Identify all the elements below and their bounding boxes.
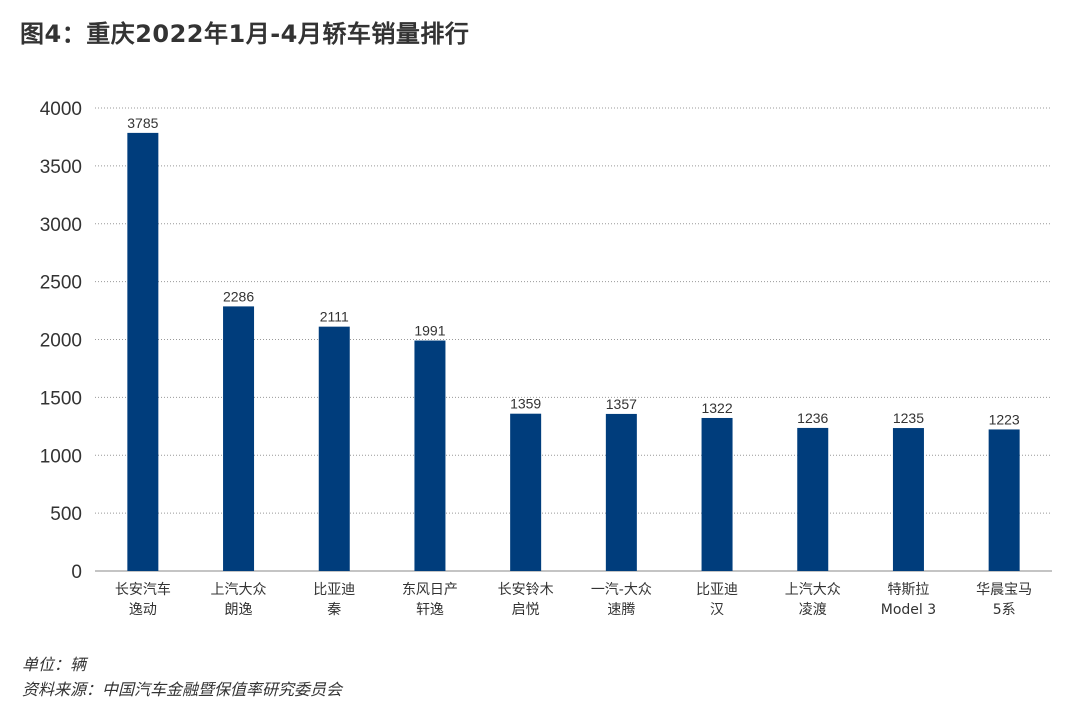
x-category-label: 长安铃木 bbox=[498, 582, 554, 598]
x-category-label: 轩逸 bbox=[416, 602, 444, 618]
x-category-label: 启悦 bbox=[512, 602, 540, 618]
bar-value-label: 1235 bbox=[893, 410, 924, 426]
x-category-label: 特斯拉 bbox=[887, 582, 929, 598]
bar-value-label: 1359 bbox=[510, 396, 541, 412]
y-tick-label: 4000 bbox=[40, 99, 82, 120]
bar bbox=[510, 413, 542, 571]
gridlines bbox=[95, 107, 1052, 572]
x-category-label: 逸动 bbox=[129, 602, 157, 618]
bar-value-label: 1223 bbox=[989, 411, 1020, 427]
bar-chart: 0 500 1000 1500 2000 2500 3000 3500 4000 3785 228… bbox=[40, 99, 1052, 618]
bar-value-label: 1322 bbox=[701, 400, 732, 416]
value-labels: 3785 2286 2111 1991 1359 1357 1322 1236 1235 1223 bbox=[127, 115, 1020, 428]
bar-value-label: 2286 bbox=[223, 288, 254, 304]
x-category-label: 东风日产 bbox=[402, 582, 458, 598]
bar-value-label: 1236 bbox=[797, 410, 828, 426]
x-category-label: 上汽大众 bbox=[211, 582, 267, 598]
x-category-label: 朗逸 bbox=[225, 602, 253, 618]
y-axis-ticks: 0 500 1000 1500 2000 2500 3000 3500 4000 bbox=[40, 99, 82, 583]
y-tick-label: 500 bbox=[50, 504, 82, 525]
x-category-label: 5系 bbox=[993, 602, 1016, 618]
x-category-label: 凌渡 bbox=[799, 602, 827, 618]
x-category-label: Model 3 bbox=[881, 602, 936, 618]
y-tick-label: 2000 bbox=[40, 331, 82, 352]
y-tick-label: 3500 bbox=[40, 157, 82, 178]
y-tick-label: 3000 bbox=[40, 215, 82, 236]
y-tick-label: 1000 bbox=[40, 446, 82, 467]
source-note: 资料来源：中国汽车金融暨保值率研究委员会 bbox=[22, 680, 343, 699]
unit-note: 单位：辆 bbox=[22, 655, 87, 674]
bars bbox=[127, 132, 1020, 572]
bar-value-label: 1991 bbox=[414, 323, 445, 339]
x-category-label: 比亚迪 bbox=[313, 582, 355, 598]
x-category-label: 速腾 bbox=[607, 601, 635, 618]
bar bbox=[701, 417, 733, 571]
x-category-label: 上汽大众 bbox=[785, 582, 841, 598]
bar-value-label: 3785 bbox=[127, 115, 158, 131]
bar-value-label: 2111 bbox=[320, 309, 349, 325]
x-category-label: 华晨宝马 bbox=[976, 582, 1032, 598]
x-category-label: 长安汽车 bbox=[115, 581, 171, 598]
y-tick-label: 2500 bbox=[40, 273, 82, 294]
chart-title: 图4：重庆2022年1月-4月轿车销量排行 bbox=[20, 20, 470, 48]
bar bbox=[414, 340, 446, 571]
y-tick-label: 1500 bbox=[40, 388, 82, 409]
x-category-label: 一汽-大众 bbox=[591, 582, 652, 598]
bar bbox=[605, 413, 637, 571]
x-category-label: 比亚迪 bbox=[696, 582, 738, 598]
y-tick-label: 0 bbox=[71, 562, 82, 583]
bar bbox=[318, 326, 350, 571]
bar bbox=[892, 428, 924, 571]
bar bbox=[127, 132, 159, 572]
bar bbox=[223, 306, 255, 571]
bar bbox=[797, 427, 829, 571]
x-category-label: 秦 bbox=[327, 602, 341, 618]
bar-value-label: 1357 bbox=[606, 396, 637, 412]
bar bbox=[988, 429, 1020, 571]
x-category-label: 汉 bbox=[710, 602, 724, 618]
